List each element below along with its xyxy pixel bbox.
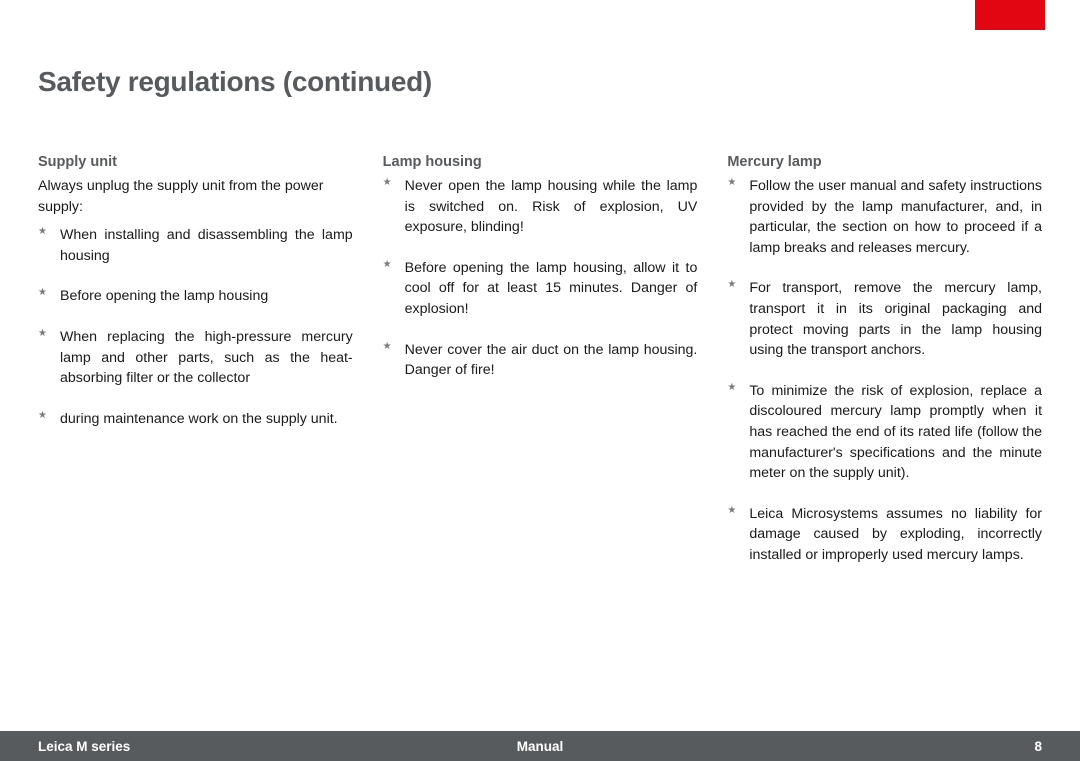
bullet-item: Leica Microsystems assumes no liability … <box>727 504 1042 566</box>
bullet-list: Follow the user manual and safety instru… <box>727 176 1042 566</box>
bullet-item: To minimize the risk of explosion, repla… <box>727 381 1042 484</box>
section-heading: Supply unit <box>38 154 353 170</box>
bullet-item: When replacing the high-pressure mercury… <box>38 327 353 389</box>
bullet-item: For transport, remove the mercury lamp, … <box>727 278 1042 360</box>
page-footer: Leica M series Manual 8 <box>0 731 1080 761</box>
column-mercury-lamp: Mercury lamp Follow the user manual and … <box>727 154 1042 586</box>
bullet-item: during maintenance work on the supply un… <box>38 409 353 430</box>
column-lamp-housing: Lamp housing Never open the lamp housing… <box>383 154 698 586</box>
bullet-item: Never cover the air duct on the lamp hou… <box>383 340 698 381</box>
bullet-list: When installing and disassembling the la… <box>38 225 353 429</box>
column-supply-unit: Supply unit Always unplug the supply uni… <box>38 154 353 586</box>
bullet-list: Never open the lamp housing while the la… <box>383 176 698 381</box>
bullet-item: Follow the user manual and safety instru… <box>727 176 1042 258</box>
section-heading: Lamp housing <box>383 154 698 170</box>
page-title: Safety regulations (continued) <box>38 66 432 98</box>
footer-page-number: 8 <box>707 739 1042 754</box>
bullet-item: Never open the lamp housing while the la… <box>383 176 698 238</box>
intro-text: Always unplug the supply unit from the p… <box>38 176 353 217</box>
section-heading: Mercury lamp <box>727 154 1042 170</box>
bullet-item: When installing and disassembling the la… <box>38 225 353 266</box>
bullet-item: Before opening the lamp housing <box>38 286 353 307</box>
footer-doc-type: Manual <box>373 739 708 754</box>
bullet-item: Before opening the lamp housing, allow i… <box>383 258 698 320</box>
content-columns: Supply unit Always unplug the supply uni… <box>38 154 1042 586</box>
brand-red-tab <box>975 0 1045 30</box>
footer-series: Leica M series <box>38 739 373 754</box>
